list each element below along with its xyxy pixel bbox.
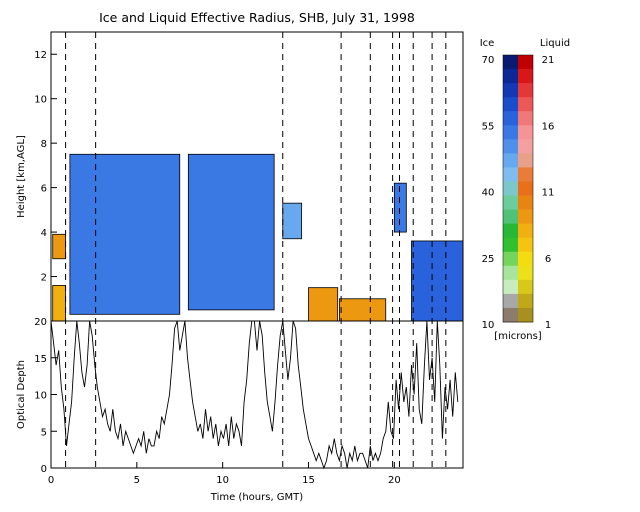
optical-depth-tick-label: 10 — [34, 391, 47, 402]
colorbar-ice-cell — [503, 195, 518, 211]
optical-depth-tick-label: 0 — [41, 464, 47, 475]
colorbar-ice-cell — [503, 251, 518, 267]
time-axis-label: Time (hours, GMT) — [210, 492, 304, 503]
height-tick-label: 12 — [34, 50, 47, 61]
time-tick-label: 10 — [216, 475, 229, 486]
colorbar-liquid-cell — [518, 307, 533, 323]
colorbar-ice-tick: 70 — [482, 55, 495, 66]
time-tick-label: 20 — [388, 475, 401, 486]
colorbar-ice-cell — [503, 139, 518, 154]
height-tick-label: 8 — [41, 139, 47, 150]
optical-depth-tick-label: 15 — [34, 354, 47, 365]
cloud-region-liquid_1 — [52, 233, 66, 260]
colorbar-ice-cell — [503, 307, 518, 323]
chart-title: Ice and Liquid Effective Radius, SHB, Ju… — [99, 10, 415, 25]
colorbar-liquid-tick: 1 — [545, 320, 551, 331]
time-tick-label: 0 — [48, 475, 54, 486]
colorbar-ice-cell — [503, 265, 518, 281]
colorbar-ice-cell — [503, 83, 518, 98]
colorbar-ice-cell — [503, 125, 518, 140]
colorbar: Ice Liquid 70 55 40 25 10 21 16 11 6 1 [microns] — [480, 38, 570, 342]
cloud-region-ice_cloud_1 — [69, 153, 181, 315]
colorbar-tick-labels: 70 55 40 25 10 21 16 11 6 1 — [482, 55, 555, 331]
time-tick-label: 15 — [302, 475, 315, 486]
height-tick-label: 4 — [41, 228, 47, 239]
optical-depth-tick-label: 20 — [34, 317, 47, 328]
colorbar-ice-cell — [503, 153, 518, 168]
colorbar-liquid-cell — [518, 69, 533, 84]
colorbar-liquid-cell — [518, 265, 533, 281]
colorbar-liquid-cell — [518, 97, 533, 112]
colorbar-liquid-cell — [518, 251, 533, 267]
colorbar-ice-tick: 25 — [482, 254, 495, 265]
colorbar-liquid-cell — [518, 181, 533, 197]
colorbar-liquid-tick: 11 — [542, 188, 555, 199]
optical-depth-series — [50, 320, 459, 470]
colorbar-liquid-cell — [518, 293, 533, 309]
colorbar-liquid-cell — [518, 153, 533, 168]
colorbar-ice-tick: 40 — [482, 188, 495, 199]
colorbar-ice-cell — [503, 223, 518, 239]
colorbar-liquid-cell — [518, 167, 533, 182]
colorbar-liquid-cell — [518, 195, 533, 211]
cloud-region-liquid_4 — [338, 298, 387, 322]
colorbar-liquid-tick: 6 — [545, 254, 551, 265]
optical-depth-axis-label: Optical Depth — [16, 360, 27, 429]
height-tick-label: 6 — [41, 184, 47, 195]
colorbar-liquid-cell — [518, 209, 533, 225]
height-tick-label: 2 — [41, 273, 47, 284]
colorbar-liquid-cell — [518, 55, 533, 70]
colorbar-liquid-cell — [518, 125, 533, 140]
colorbar-liquid-label: Liquid — [540, 38, 570, 49]
colorbar-ice-cell — [503, 97, 518, 112]
bottom-panel-frame — [50, 320, 464, 469]
colorbar-ice-cell — [503, 167, 518, 182]
colorbar-ice-cell — [503, 55, 518, 70]
cloud-region-liquid_3 — [308, 287, 339, 322]
colorbar-liquid-cell — [518, 83, 533, 98]
height-axis-ticks: 2 4 6 8 10 12 — [34, 50, 57, 284]
cloud-region-ice_cloud_4 — [393, 182, 407, 233]
cloud-region-liquid_2 — [52, 285, 66, 322]
cloud-regions — [52, 153, 464, 322]
colorbar-cells — [502, 54, 534, 323]
colorbar-ice-cell — [503, 111, 518, 126]
optical-depth-tick-label: 5 — [41, 427, 47, 438]
colorbar-liquid-cell — [518, 223, 533, 239]
cloud-region-ice_cloud_3 — [282, 202, 303, 240]
effective-radius-panel: 2 4 6 8 10 12 Ice and Liquid Effective Radius… — [16, 10, 464, 322]
optical-depth-axis-ticks: 0 5 10 15 20 — [34, 317, 57, 475]
time-axis-ticks: 0 5 10 15 20 — [48, 462, 401, 486]
colorbar-ice-cell — [503, 237, 518, 253]
colorbar-ice-cell — [503, 209, 518, 225]
colorbar-liquid-cell — [518, 111, 533, 126]
colorbar-ice-label: Ice — [480, 38, 495, 49]
colorbar-ice-cell — [503, 69, 518, 84]
height-tick-label: 10 — [34, 95, 47, 106]
colorbar-ice-cell — [503, 293, 518, 309]
colorbar-ice-cell — [503, 279, 518, 295]
cloud-region-ice_cloud_5 — [411, 240, 464, 322]
colorbar-units: [microns] — [494, 331, 541, 342]
height-axis-label: Height [km,AGL] — [16, 135, 27, 218]
colorbar-ice-tick: 10 — [482, 320, 495, 331]
colorbar-liquid-cell — [518, 139, 533, 154]
cloud-region-ice_cloud_2 — [187, 153, 275, 311]
colorbar-liquid-cell — [518, 279, 533, 295]
colorbar-ice-tick: 55 — [482, 121, 495, 132]
colorbar-liquid-tick: 21 — [542, 55, 555, 66]
colorbar-ice-cell — [503, 181, 518, 197]
optical-depth-panel: 0 5 10 15 20 0 5 10 15 20 Optical Depth Time (ho… — [16, 317, 464, 503]
colorbar-frame — [502, 54, 534, 323]
colorbar-liquid-tick: 16 — [542, 121, 555, 132]
dashed-vertical-lines — [65, 32, 447, 468]
time-tick-label: 5 — [134, 475, 140, 486]
colorbar-liquid-cell — [518, 237, 533, 253]
